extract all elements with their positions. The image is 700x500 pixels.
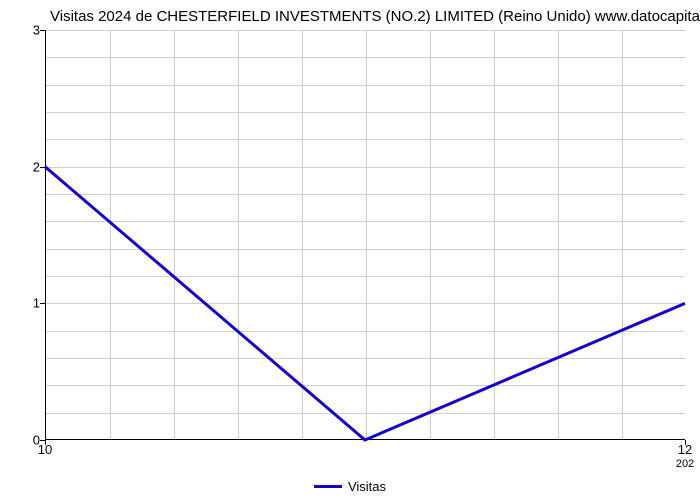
- visits-line-chart: Visitas 2024 de CHESTERFIELD INVESTMENTS…: [0, 0, 700, 500]
- y-tick-mark: [40, 167, 45, 168]
- line-series-svg: [45, 30, 685, 440]
- y-tick-label: 1: [33, 296, 40, 311]
- x-tick-mark: [45, 440, 46, 445]
- chart-legend: Visitas: [314, 479, 386, 494]
- legend-swatch-visitas: [314, 485, 342, 488]
- legend-label-visitas: Visitas: [348, 479, 386, 494]
- chart-title: Visitas 2024 de CHESTERFIELD INVESTMENTS…: [50, 8, 700, 25]
- x-minor-label: 202: [676, 458, 694, 470]
- y-tick-mark: [40, 30, 45, 31]
- series-line-visitas: [45, 167, 685, 440]
- y-tick-mark: [40, 303, 45, 304]
- y-tick-label: 3: [33, 23, 40, 38]
- x-tick-mark: [685, 440, 686, 445]
- y-tick-label: 2: [33, 159, 40, 174]
